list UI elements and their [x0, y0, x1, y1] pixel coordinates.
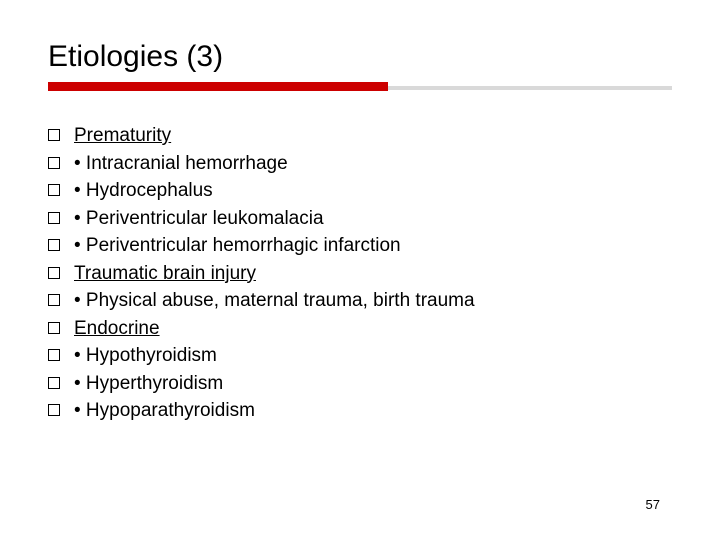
list-item-text: • Hydrocephalus — [74, 177, 213, 205]
list-item-text: Traumatic brain injury — [74, 260, 256, 288]
list-item-text: Prematurity — [74, 122, 171, 150]
list-item: • Hypoparathyroidism — [48, 397, 672, 425]
list-item-text: • Physical abuse, maternal trauma, birth… — [74, 287, 475, 315]
page-number: 57 — [646, 497, 660, 512]
checkbox-icon — [48, 267, 60, 279]
list-item: Prematurity — [48, 122, 672, 150]
list-item-text: • Periventricular hemorrhagic infarction — [74, 232, 401, 260]
list-item: • Hydrocephalus — [48, 177, 672, 205]
list-item: • Intracranial hemorrhage — [48, 150, 672, 178]
list-item: • Hyperthyroidism — [48, 370, 672, 398]
checkbox-icon — [48, 349, 60, 361]
list-item: • Periventricular leukomalacia — [48, 205, 672, 233]
list-item: Endocrine — [48, 315, 672, 343]
title-underline-red — [48, 82, 388, 91]
content-list: Prematurity• Intracranial hemorrhage• Hy… — [48, 122, 672, 425]
checkbox-icon — [48, 294, 60, 306]
list-item: Traumatic brain injury — [48, 260, 672, 288]
checkbox-icon — [48, 239, 60, 251]
list-item-text: • Hypothyroidism — [74, 342, 217, 370]
checkbox-icon — [48, 157, 60, 169]
title-underline — [48, 82, 672, 94]
checkbox-icon — [48, 184, 60, 196]
list-item-text: • Intracranial hemorrhage — [74, 150, 288, 178]
slide-title: Etiologies (3) — [48, 40, 672, 74]
list-item: • Hypothyroidism — [48, 342, 672, 370]
checkbox-icon — [48, 377, 60, 389]
slide: Etiologies (3) Prematurity• Intracranial… — [0, 0, 720, 540]
checkbox-icon — [48, 212, 60, 224]
checkbox-icon — [48, 404, 60, 416]
list-item: • Physical abuse, maternal trauma, birth… — [48, 287, 672, 315]
checkbox-icon — [48, 322, 60, 334]
list-item-text: • Periventricular leukomalacia — [74, 205, 324, 233]
list-item: • Periventricular hemorrhagic infarction — [48, 232, 672, 260]
list-item-text: • Hypoparathyroidism — [74, 397, 255, 425]
list-item-text: Endocrine — [74, 315, 160, 343]
list-item-text: • Hyperthyroidism — [74, 370, 223, 398]
checkbox-icon — [48, 129, 60, 141]
